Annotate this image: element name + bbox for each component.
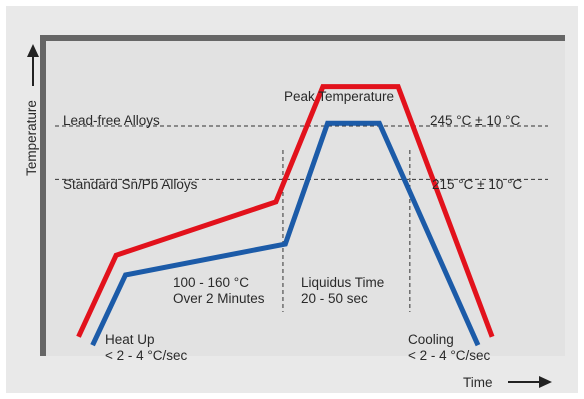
preheat-duration-label: Over 2 Minutes [173, 291, 265, 306]
cooling-rate-label: < 2 - 4 °C/sec [408, 348, 491, 363]
heat-up-label: Heat Up [105, 332, 155, 347]
preheat-range-label: 100 - 160 °C [173, 275, 249, 290]
standard-alloy-curve [90, 120, 481, 347]
peak-temperature-label: Peak Temperature [284, 89, 394, 104]
liquidus-time-label: Liquidus Time [301, 275, 384, 290]
y-axis-arrow-head [27, 44, 39, 57]
temperature-curves [76, 84, 495, 347]
lead-free-curve [76, 84, 495, 338]
plot-border [40, 35, 565, 356]
standard-temp-label: 215 °C ± 10 °C [432, 177, 522, 192]
reference-lines [55, 125, 548, 180]
lead-free-label: Lead-free Alloys [63, 113, 160, 128]
y-axis-label: Temperature [24, 100, 39, 176]
lead-free-temp-label: 245 °C ± 10 °C [430, 113, 520, 128]
cooling-label: Cooling [408, 332, 454, 347]
x-axis-label: Time [463, 375, 493, 390]
standard-label: Standard Sn/Pb Alloys [63, 177, 198, 192]
phase-dividers [282, 150, 411, 312]
x-axis-arrow-head [539, 376, 552, 388]
heat-up-rate-label: < 2 - 4 °C/sec [105, 348, 188, 363]
liquidus-duration-label: 20 - 50 sec [301, 291, 368, 306]
